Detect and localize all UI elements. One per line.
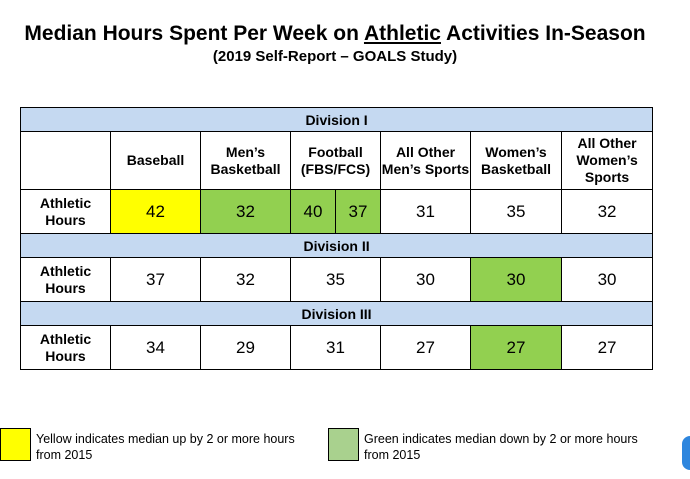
d1-football-fcs-value: 37 [335,189,381,234]
division-3-header-row: Division III [19,301,654,326]
d3-mens-basketball-value: 29 [200,325,291,370]
hours-table: Division I Baseball Men’s Basketball Foo… [19,107,654,370]
col-header-mens-basketball: Men’s Basketball [200,131,291,190]
d3-football-value: 31 [290,325,381,370]
d2-baseball-value: 37 [110,257,201,302]
division-1-data-row: Athletic Hours 42 32 40 37 31 35 32 [20,189,654,234]
edge-decoration-shape [682,436,690,470]
row-label: Athletic Hours [20,189,111,234]
col-header-womens-basketball: Women’s Basketball [470,131,562,190]
green-legend-text: Green indicates median down by 2 or more… [364,432,638,462]
col-header-baseball: Baseball [110,131,201,190]
d1-mens-basketball-value: 32 [200,189,291,234]
division-2-header-row: Division II [19,233,654,258]
chart-subtitle: (2019 Self-Report – GOALS Study) [212,48,458,65]
d3-other-womens-value: 27 [560,325,654,370]
d2-other-womens-value: 30 [560,257,654,302]
d2-other-mens-value: 30 [380,257,471,302]
division-3-data-row: Athletic Hours 34 29 31 27 27 27 [20,325,654,370]
d3-baseball-value: 34 [110,325,201,370]
division-1-label: Division I [19,107,654,132]
green-legend-swatch [328,428,359,461]
d1-other-mens-value: 31 [380,189,471,234]
d2-womens-basketball-value: 30 [470,257,562,302]
d3-womens-basketball-value: 27 [470,325,562,370]
col-header-football: Football (FBS/FCS) [290,131,381,190]
d1-womens-basketball-value: 35 [470,189,562,234]
chart-title: Median Hours Spent Per Week on Athletic … [24,22,646,45]
col-header-other-mens: All Other Men’s Sports [380,131,471,190]
d2-mens-basketball-value: 32 [200,257,291,302]
d2-football-value: 35 [290,257,381,302]
row-label: Athletic Hours [20,325,111,370]
division-2-data-row: Athletic Hours 37 32 35 30 30 30 [20,257,654,302]
row-label: Athletic Hours [20,257,111,302]
empty-corner-cell [20,131,111,190]
yellow-legend-swatch [0,428,31,461]
d1-baseball-value: 42 [110,189,201,234]
d1-football-fbs-value: 40 [290,189,336,234]
division-3-label: Division III [19,301,654,326]
col-header-other-womens: All Other Women’s Sports [560,131,654,190]
division-1-header-row: Division I [19,107,654,132]
d1-other-womens-value: 32 [560,189,654,234]
column-header-row: Baseball Men’s Basketball Football (FBS/… [20,131,654,190]
yellow-legend-text: Yellow indicates median up by 2 or more … [36,432,295,462]
d3-other-mens-value: 27 [380,325,471,370]
division-2-label: Division II [19,233,654,258]
